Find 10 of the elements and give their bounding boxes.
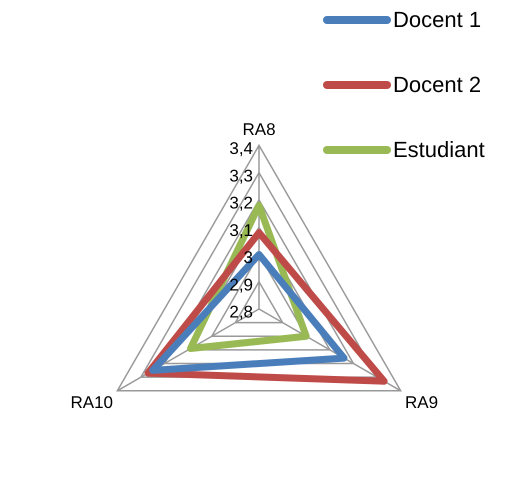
legend-label: Docent 1	[393, 7, 482, 32]
spoke-label: RA9	[405, 393, 438, 412]
y-tick-label: 2,8	[229, 302, 253, 322]
y-tick-label: 3,2	[229, 194, 253, 213]
spoke-label: RA8	[242, 120, 276, 139]
legend-label: Docent 2	[393, 72, 482, 98]
y-tick-label: 3,3	[229, 166, 253, 186]
legend-label: Estudiant	[393, 137, 485, 162]
y-tick-label: 3,4	[229, 139, 253, 158]
spoke-label: RA10	[70, 393, 113, 412]
